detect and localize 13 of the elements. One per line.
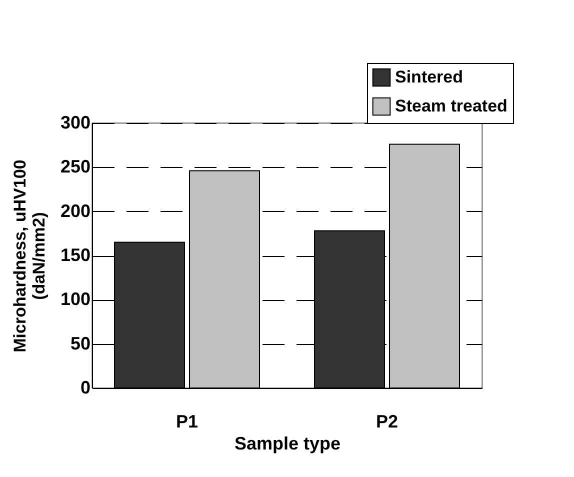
x-tick-label: P2 xyxy=(376,412,398,432)
y-tick-label: 50 xyxy=(70,333,90,354)
x-axis-title: Sample type xyxy=(234,434,341,454)
y-axis-title: Microhardness, uHV100 (daN/mm2) xyxy=(10,160,48,352)
legend-label: Steam treated xyxy=(395,96,508,116)
y-tick-label: 150 xyxy=(60,245,90,265)
y-tick-label: 250 xyxy=(60,156,90,177)
y-tick-label: 300 xyxy=(60,112,90,132)
y-tick-label: 100 xyxy=(60,289,90,310)
y-tick-label: 200 xyxy=(60,200,90,221)
x-tick-label: P1 xyxy=(176,412,198,432)
y-tick-label: 0 xyxy=(80,378,90,398)
legend-label: Sintered xyxy=(395,68,464,86)
